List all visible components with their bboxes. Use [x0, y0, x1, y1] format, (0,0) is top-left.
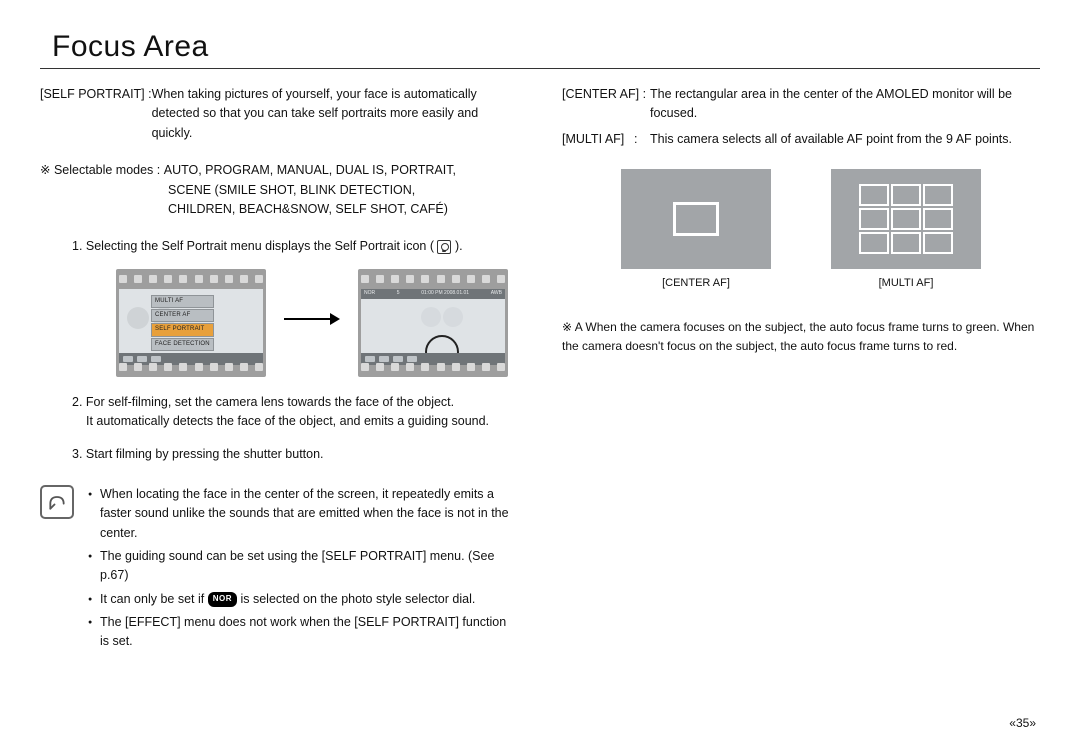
note-box: When locating the face in the center of …	[40, 485, 518, 656]
two-column-layout: [SELF PORTRAIT] : When taking pictures o…	[40, 85, 1040, 656]
right-column: [CENTER AF] : The rectangular area in th…	[562, 85, 1040, 656]
awb-indicator: AWB	[491, 290, 502, 298]
person-1	[421, 307, 441, 327]
page-number: «35»	[1009, 716, 1036, 730]
center-af-rect	[673, 202, 719, 236]
center-af-diagram	[621, 169, 771, 269]
sprockets-bottom-2	[361, 363, 505, 373]
manual-page: Focus Area [SELF PORTRAIT] : When taking…	[0, 0, 1080, 746]
title-underline	[40, 68, 1040, 69]
five-indicator: 5	[397, 290, 400, 298]
lcd-screen-result: NOR 5 01:00 PM 2008.01.01 AWB	[361, 289, 505, 365]
caption-center-af: [CENTER AF]	[621, 275, 771, 292]
menu-item-face-detection: FACE DETECTION	[151, 338, 214, 351]
self-portrait-icon	[437, 240, 451, 254]
sprockets-top-2	[361, 275, 505, 285]
page-title: Focus Area	[40, 30, 1040, 64]
menu-item-self-portrait: SELF PORTRAIT	[151, 323, 214, 336]
menu-item-multi-af: MULTI AF	[151, 295, 214, 308]
self-portrait-body: When taking pictures of yourself, your f…	[152, 85, 518, 143]
left-column: [SELF PORTRAIT] : When taking pictures o…	[40, 85, 518, 656]
menu-item-center-af: CENTER AF	[151, 309, 214, 322]
note-2: The guiding sound can be set using the […	[88, 547, 518, 586]
person-2	[443, 307, 463, 327]
modes-line-3: CHILDREN, BEACH&SNOW, SELF SHOT, CAFÉ)	[40, 200, 518, 219]
sprockets-top	[119, 275, 263, 285]
modes-line-2: SCENE (SMILE SHOT, BLINK DETECTION,	[40, 181, 518, 200]
note-icon	[40, 485, 74, 519]
step-1: 1. Selecting the Self Portrait menu disp…	[72, 237, 518, 376]
note-list: When locating the face in the center of …	[88, 485, 518, 656]
modes-line-1: AUTO, PROGRAM, MANUAL, DUAL IS, PORTRAIT…	[164, 163, 456, 177]
self-portrait-label: [SELF PORTRAIT] :	[40, 85, 152, 143]
multi-af-sep: :	[634, 130, 650, 149]
lcd-screen-menu: MULTI AF CENTER AF SELF PORTRAIT FACE DE…	[119, 289, 263, 365]
sprockets-bottom	[119, 363, 263, 373]
diagram-row: MULTI AF CENTER AF SELF PORTRAIT FACE DE…	[116, 269, 518, 377]
multi-af-body: This camera selects all of available AF …	[650, 130, 1040, 149]
nor-pill-icon: NOR	[208, 592, 237, 606]
af-diagram-row	[562, 169, 1040, 269]
step-2b: It automatically detects the face of the…	[72, 412, 518, 431]
film-frame-menu: MULTI AF CENTER AF SELF PORTRAIT FACE DE…	[116, 269, 266, 377]
step-2a: 2. For self-filming, set the camera lens…	[72, 393, 518, 412]
center-af-body: The rectangular area in the center of th…	[650, 85, 1040, 124]
multi-af-diagram	[831, 169, 981, 269]
nor-indicator: NOR	[364, 290, 375, 298]
af-caption-row: [CENTER AF] [MULTI AF]	[562, 275, 1040, 292]
center-af-label: [CENTER AF] :	[562, 85, 650, 124]
steps-list: 1. Selecting the Self Portrait menu disp…	[72, 237, 518, 465]
focus-color-footnote: ※ A When the camera focuses on the subje…	[562, 318, 1040, 355]
step-1-pre: 1. Selecting the Self Portrait menu disp…	[72, 239, 437, 253]
step-1-post: ).	[455, 239, 463, 253]
center-af-definition: [CENTER AF] : The rectangular area in th…	[562, 85, 1040, 124]
self-portrait-definition: [SELF PORTRAIT] : When taking pictures o…	[40, 85, 518, 143]
multi-af-label: [MULTI AF]	[562, 130, 634, 149]
lcd-top-bar: NOR 5 01:00 PM 2008.01.01 AWB	[361, 289, 505, 299]
note-3-post: is selected on the photo style selector …	[240, 592, 475, 606]
note-1: When locating the face in the center of …	[88, 485, 518, 543]
film-frame-result: NOR 5 01:00 PM 2008.01.01 AWB	[358, 269, 508, 377]
step-2: 2. For self-filming, set the camera lens…	[72, 393, 518, 432]
note-3-pre: It can only be set if	[100, 592, 208, 606]
caption-multi-af: [MULTI AF]	[831, 275, 981, 292]
multi-af-definition: [MULTI AF] : This camera selects all of …	[562, 130, 1040, 149]
note-4: The [EFFECT] menu does not work when the…	[88, 613, 518, 652]
step-3: 3. Start filming by pressing the shutter…	[72, 445, 518, 464]
multi-af-grid	[859, 184, 953, 254]
note-3: It can only be set if NOR is selected on…	[88, 590, 518, 609]
modes-prefix: ※ Selectable modes :	[40, 163, 164, 177]
selectable-modes: ※ Selectable modes : AUTO, PROGRAM, MANU…	[40, 161, 518, 219]
timestamp-indicator: 01:00 PM 2008.01.01	[421, 290, 469, 298]
af-menu-overlay: MULTI AF CENTER AF SELF PORTRAIT FACE DE…	[151, 295, 214, 351]
arrow-icon	[284, 311, 340, 333]
